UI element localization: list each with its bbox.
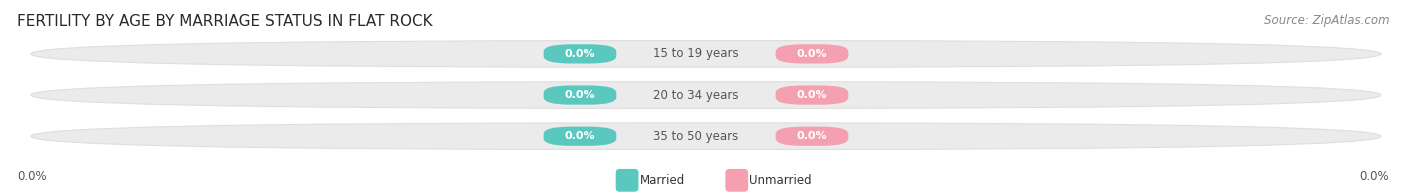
Text: Source: ZipAtlas.com: Source: ZipAtlas.com (1264, 14, 1389, 27)
FancyBboxPatch shape (31, 41, 1381, 67)
FancyBboxPatch shape (776, 85, 848, 105)
Text: Married: Married (640, 174, 685, 187)
FancyBboxPatch shape (544, 127, 616, 146)
Text: 0.0%: 0.0% (17, 170, 46, 183)
Text: Unmarried: Unmarried (749, 174, 813, 187)
Text: 0.0%: 0.0% (797, 49, 827, 59)
Text: 0.0%: 0.0% (797, 131, 827, 141)
Text: FERTILITY BY AGE BY MARRIAGE STATUS IN FLAT ROCK: FERTILITY BY AGE BY MARRIAGE STATUS IN F… (17, 14, 433, 29)
FancyBboxPatch shape (544, 85, 616, 105)
FancyBboxPatch shape (31, 82, 1381, 108)
Text: 35 to 50 years: 35 to 50 years (654, 130, 738, 143)
FancyBboxPatch shape (725, 169, 748, 192)
FancyBboxPatch shape (544, 44, 616, 64)
FancyBboxPatch shape (776, 44, 848, 64)
Text: 15 to 19 years: 15 to 19 years (654, 47, 738, 60)
Text: 20 to 34 years: 20 to 34 years (654, 89, 738, 102)
Text: 0.0%: 0.0% (797, 90, 827, 100)
FancyBboxPatch shape (776, 127, 848, 146)
Text: 0.0%: 0.0% (565, 49, 595, 59)
Text: 0.0%: 0.0% (1360, 170, 1389, 183)
Text: 0.0%: 0.0% (565, 90, 595, 100)
FancyBboxPatch shape (31, 123, 1381, 150)
Text: 0.0%: 0.0% (565, 131, 595, 141)
FancyBboxPatch shape (616, 169, 638, 192)
